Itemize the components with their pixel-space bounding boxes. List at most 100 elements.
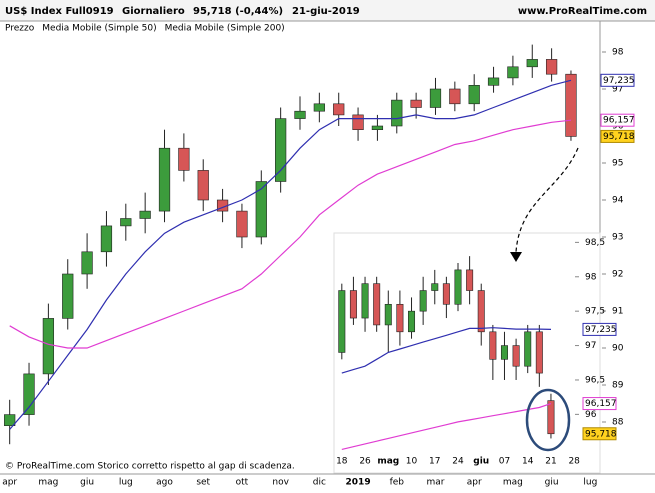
moving-average-line [9,79,572,430]
candle-body [120,218,132,227]
candle-body [489,331,497,360]
y-tick-label: 94 [612,196,624,206]
candle-body [352,114,364,131]
x-tick-label: ott [236,478,249,488]
candle-body [535,331,543,374]
symbol: US$ Index Full0919 [5,6,114,17]
candle-body [512,345,520,367]
candle-body [81,251,93,275]
candle-body [4,414,16,427]
x-tick-label: feb [390,478,405,488]
candle-body [338,290,346,353]
highlight-circle [525,388,571,452]
x-tick-label: 10 [406,457,418,467]
x-tick-label: apr [2,478,17,488]
price-tag [600,113,635,127]
candle-body [42,318,55,375]
candle-body [294,110,306,119]
site: www.ProRealTime.com [518,6,647,17]
y-tick-label: 90 [612,344,624,354]
x-tick-label: mar [426,478,444,488]
y-tick-label: 97,5 [585,307,605,317]
y-tick-label: 92 [612,270,623,280]
candle-body [391,99,403,127]
price-tag [582,322,617,336]
candle-body [100,225,113,253]
candle-body [545,59,558,75]
x-tick-label: 24 [452,457,464,467]
y-tick-label: 98,5 [585,238,605,248]
candle-body [565,73,577,137]
x-tick-label: nov [272,478,289,488]
candle-body [487,77,500,86]
y-tick-label: 91 [612,307,623,317]
candle-body [197,170,209,201]
candle-body [178,147,190,171]
inset-panel [333,232,601,474]
price-tag-label: 95,718 [603,132,635,142]
price-tag [582,397,617,411]
candle-body [275,118,287,182]
x-tick-label: lug [583,478,597,488]
moving-average-line [341,403,552,450]
candle-body [442,283,450,305]
legend-entry: Media Mobile (Simple 200) [165,24,285,34]
legend-entry: Prezzo [5,24,35,34]
y-tick-label: 89 [612,381,624,391]
candle-body [449,88,461,105]
x-tick-label: 18 [336,457,348,467]
candle-body [23,373,35,415]
x-tick-label: 28 [568,457,580,467]
legend-entry: Media Mobile (Simple 50) [42,24,156,34]
candle-body [507,66,519,79]
price-tag-label: 96,157 [585,399,617,409]
price-tag-label: 96,157 [603,116,635,126]
x-tick-label: giu [80,478,94,488]
y-tick-label: 98 [585,272,597,282]
x-tick-label: giu [545,478,559,488]
candle-body [236,210,248,238]
x-tick-label: 26 [359,457,371,467]
candle-body [500,345,508,360]
candle-body [158,147,171,212]
y-tick-label: 95 [612,159,623,169]
zoom-arrow-head [510,252,522,262]
x-tick-label: mag [38,478,58,488]
price-tag-label: 97,235 [585,325,617,335]
candle-body [410,99,422,108]
main-chart: 88 89 90 91 92 93 94 95 96 97 98 apr mag giu lug ago set… [2,44,635,488]
candle-body [524,331,532,367]
price-tag [600,129,635,143]
candle-body [431,283,439,291]
x-tick-label: 14 [522,457,534,467]
zoom-arrow [515,147,579,253]
header-bar [0,0,655,21]
date: 21-giu-2019 [292,6,360,17]
y-tick-label: 97 [585,341,596,351]
candle-body [468,85,480,105]
legend: Prezzo Media Mobile (Simple 50) Media Mobi… [5,24,285,34]
y-tick-label: 96,5 [585,375,605,385]
y-tick-label: 88 [612,418,624,428]
x-tick-label: mag [503,478,523,488]
x-tick-label: 07 [499,457,510,467]
moving-average-line [341,327,552,374]
price-tag [600,73,635,87]
candle-body [333,103,345,116]
price-tag-label: 97,235 [603,76,635,86]
candle-body [373,283,381,326]
inset-chart: 96 96,5 97 97,5 98 98,5 18 26 mag 10 17 24 giu 07 14 21… [336,238,617,467]
quote: 95,718 (-0,44%) [193,6,283,17]
y-tick-label: 96 [585,410,597,420]
x-tick-label: 17 [429,457,440,467]
x-tick-label: ago [156,478,173,488]
period: Giornaliero [122,6,185,17]
x-tick-label: giu [473,457,489,467]
candle-body [429,88,442,108]
candle-body [313,103,325,112]
moving-average-line [9,119,572,349]
x-tick-label: dic [313,478,326,488]
y-tick-label: 98 [612,48,624,58]
candle-body [349,290,357,319]
candle-body [547,400,555,435]
